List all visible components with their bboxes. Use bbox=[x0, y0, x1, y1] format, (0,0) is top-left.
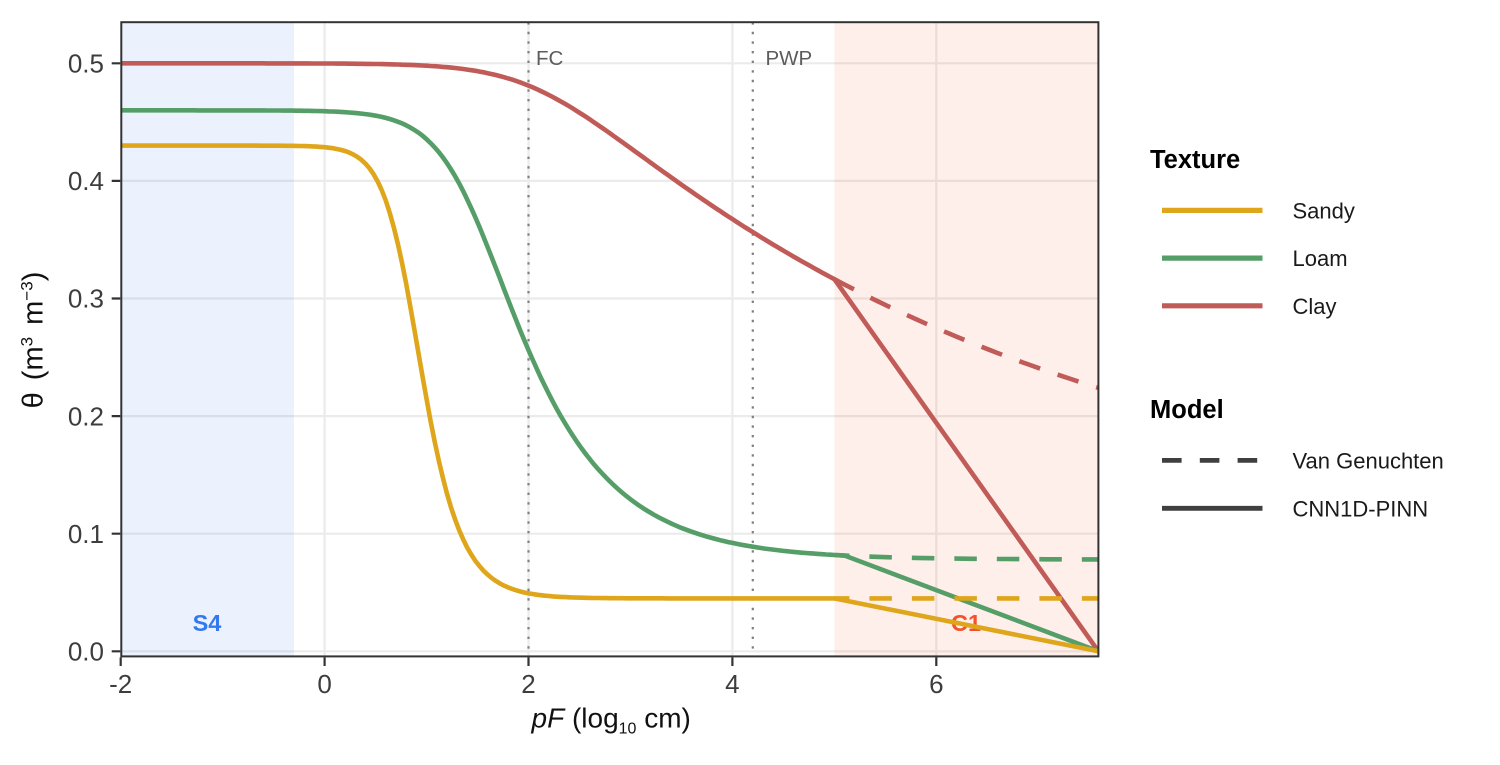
svg-text:Loam: Loam bbox=[1293, 246, 1348, 271]
svg-text:pF (log10 cm): pF (log10 cm) bbox=[531, 702, 691, 737]
svg-text:Clay: Clay bbox=[1293, 294, 1337, 319]
svg-text:Van Genuchten: Van Genuchten bbox=[1293, 448, 1444, 473]
svg-text:2: 2 bbox=[521, 669, 535, 699]
svg-text:S4: S4 bbox=[193, 610, 222, 636]
svg-text:0: 0 bbox=[317, 669, 331, 699]
svg-text:CNN1D-PINN: CNN1D-PINN bbox=[1293, 496, 1429, 521]
svg-text:θ (m3 m−3): θ (m3 m−3) bbox=[18, 272, 50, 409]
svg-text:0.4: 0.4 bbox=[68, 166, 104, 196]
svg-text:Model: Model bbox=[1150, 396, 1224, 424]
svg-text:0.1: 0.1 bbox=[68, 519, 104, 549]
svg-text:0.2: 0.2 bbox=[68, 401, 104, 431]
svg-text:6: 6 bbox=[929, 669, 943, 699]
svg-text:Sandy: Sandy bbox=[1293, 198, 1355, 223]
svg-text:Texture: Texture bbox=[1150, 146, 1240, 174]
svg-text:-2: -2 bbox=[109, 669, 132, 699]
svg-text:PWP: PWP bbox=[766, 47, 813, 70]
svg-text:FC: FC bbox=[536, 47, 564, 70]
svg-text:4: 4 bbox=[725, 669, 739, 699]
svg-text:0.0: 0.0 bbox=[68, 637, 104, 667]
svg-text:0.3: 0.3 bbox=[68, 284, 104, 314]
svg-text:0.5: 0.5 bbox=[68, 49, 104, 79]
